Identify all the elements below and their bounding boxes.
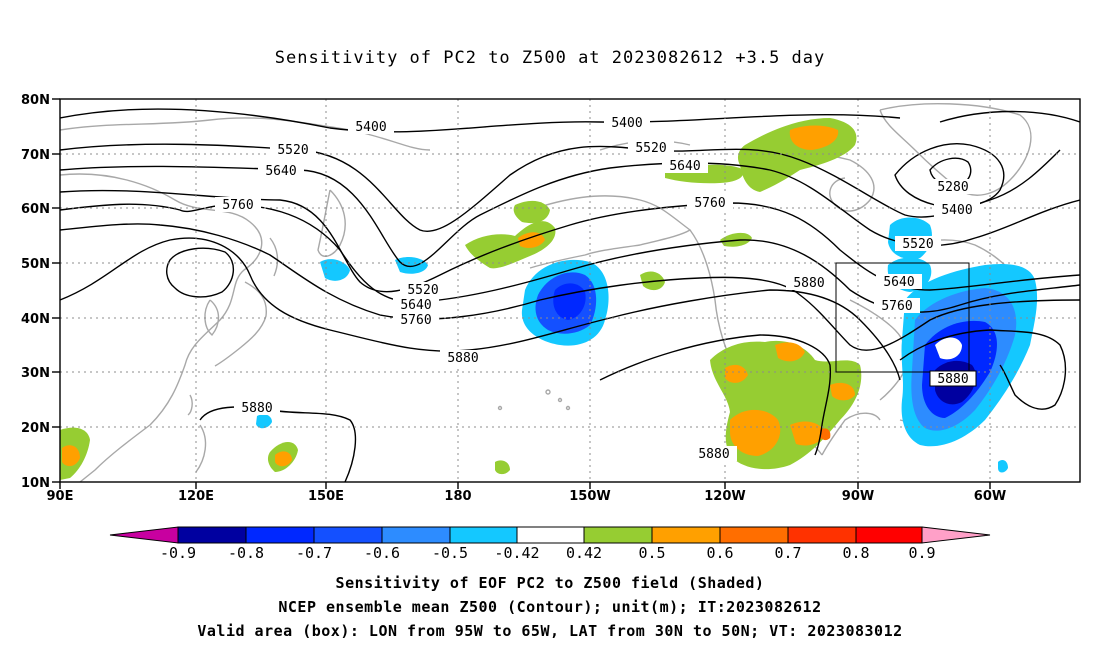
colorbar-low-extend [109,526,179,544]
plot-frame [59,98,1081,483]
colorbar-label: 0.6 [706,544,733,562]
lat-label: 30N [21,366,50,381]
colorbar-swatch [787,526,857,544]
lon-label: 90E [47,489,74,504]
lon-label: 90W [842,489,874,504]
contour-label: 5520 [902,237,933,252]
contour-label: 5400 [941,203,972,218]
colorbar-label: -0.9 [160,544,196,562]
colorbar-label: 0.7 [774,544,801,562]
colorbar-label: -0.5 [432,544,468,562]
contour-label: 5280 [937,180,968,195]
lat-label: 10N [21,476,50,491]
contour-label: 5880 [937,372,968,387]
colorbar-label: -0.8 [228,544,264,562]
caption-contour: NCEP ensemble mean Z500 (Contour); unit(… [278,598,822,616]
contour-labels: 5400 5400 5520 5520 5640 5640 5760 5760 … [215,115,980,462]
valid-area-box [835,262,970,373]
lon-labels: 90E 120E 150E 180 150W 120W 90W 60W [47,489,1007,504]
contour-label: 5640 [669,159,700,174]
lon-label: 180 [444,489,471,504]
lon-label: 120W [704,489,745,504]
contour-label: 5640 [400,298,431,313]
colorbar-label: 0.9 [908,544,935,562]
contour-label: 5880 [698,447,729,462]
contour-label: 5640 [265,164,296,179]
colorbar-labels: -0.9 -0.8 -0.7 -0.6 -0.5 -0.42 0.42 0.5 … [160,544,936,562]
colorbar-swatch [855,526,923,544]
colorbar-label: -0.7 [296,544,332,562]
lat-label: 80N [21,93,50,108]
lon-label: 120E [178,489,214,504]
colorbar-swatch [516,526,585,544]
colorbar-label: 0.8 [842,544,869,562]
contour-label: 5400 [611,116,642,131]
colorbar-swatch [583,526,653,544]
lon-axis [59,482,991,489]
contour-label: 5760 [694,196,725,211]
lat-label: 60N [21,202,50,217]
colorbar-swatch [719,526,789,544]
colorbar-swatch [313,526,383,544]
lat-label: 70N [21,148,50,163]
colorbar-high-extend [921,526,991,544]
lat-label: 20N [21,421,50,436]
colorbar-label: -0.6 [364,544,400,562]
lat-axis [52,98,60,483]
lat-labels: 80N 70N 60N 50N 40N 30N 20N 10N [21,93,50,491]
colorbar-swatch [449,526,518,544]
colorbar-swatch [381,526,451,544]
colorbar-label: -0.42 [494,544,539,562]
colorbar-label: 0.5 [638,544,665,562]
lat-label: 40N [21,312,50,327]
colorbar [109,526,991,544]
contour-label: 5760 [400,313,431,328]
lat-label: 50N [21,257,50,272]
contour-label: 5880 [241,401,272,416]
colorbar-swatch [651,526,721,544]
contour-label: 5760 [881,299,912,314]
colorbar-swatch [245,526,315,544]
contour-label: 5880 [447,351,478,366]
caption-valid-area: Valid area (box): LON from 95W to 65W, L… [197,622,903,640]
map-title: Sensitivity of PC2 to Z500 at 2023082612… [274,48,826,68]
contour-label: 5640 [883,275,914,290]
lon-label: 150E [308,489,344,504]
colorbar-label: 0.42 [566,544,602,562]
lon-label: 150W [569,489,610,504]
contour-label: 5520 [277,143,308,158]
contour-label: 5520 [635,141,666,156]
contour-label: 5520 [407,283,438,298]
colorbar-swatch [177,526,247,544]
caption-shading: Sensitivity of EOF PC2 to Z500 field (Sh… [335,574,765,592]
contour-label: 5880 [793,276,824,291]
contour-label: 5400 [355,120,386,135]
lon-label: 60W [974,489,1006,504]
contour-label: 5760 [222,198,253,213]
